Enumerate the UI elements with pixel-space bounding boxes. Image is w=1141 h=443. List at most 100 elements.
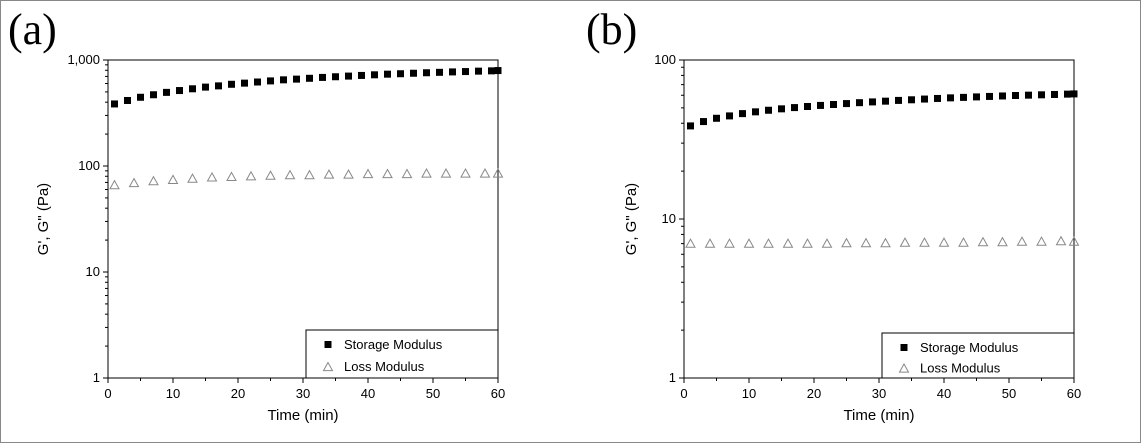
data-point-triangle [128, 177, 140, 188]
data-point-square [150, 91, 157, 99]
data-point-square [856, 99, 863, 107]
data-point-square [700, 118, 707, 126]
data-point-square [371, 71, 378, 79]
panel-label: (b) [586, 5, 637, 54]
data-point-triangle [685, 238, 696, 248]
data-point-triangle [148, 175, 159, 186]
series-loss-modulus [685, 235, 1080, 248]
data-point-triangle [802, 238, 813, 248]
data-point-square [293, 75, 300, 83]
x-tick-label: 20 [231, 386, 245, 401]
data-point-triangle [997, 236, 1008, 247]
data-point-square [1012, 92, 1019, 100]
data-point-square [765, 106, 772, 114]
data-point-square [1070, 90, 1078, 98]
data-point-square [189, 85, 196, 93]
data-point-square [124, 96, 131, 104]
data-point-square [449, 68, 456, 76]
data-point-square [475, 67, 482, 75]
data-point-triangle [977, 236, 989, 247]
data-point-triangle [265, 170, 276, 180]
data-point-triangle [323, 169, 335, 179]
data-point-square [488, 67, 495, 75]
data-point-square [241, 79, 248, 87]
data-point-square [817, 101, 824, 109]
x-tick-label: 50 [1002, 386, 1016, 401]
x-tick-label: 40 [937, 386, 951, 401]
data-point-triangle [704, 238, 716, 248]
y-tick-label: 100 [654, 52, 676, 67]
x-tick-label: 0 [680, 386, 687, 401]
legend-label: Storage Modulus [344, 337, 443, 352]
data-point-triangle [880, 237, 891, 248]
y-axis-title: G', G" (Pa) [623, 183, 640, 255]
data-point-square [176, 87, 183, 95]
data-point-triangle [109, 179, 120, 190]
data-point-triangle [743, 238, 755, 248]
data-point-triangle [382, 168, 393, 179]
data-point-square [228, 80, 235, 88]
x-tick-label: 50 [426, 386, 440, 401]
legend: Storage Modulus Loss Modulus [881, 332, 1075, 379]
data-point-square [1025, 91, 1032, 99]
data-point-triangle [1016, 236, 1028, 246]
data-point-square [1051, 90, 1058, 98]
data-point-triangle [763, 238, 774, 248]
data-point-triangle [492, 167, 504, 178]
data-point-triangle [782, 238, 794, 248]
panel-a: (a) 0 10 20 30 40 50 60 1 10 100 1,000 Time (min) G',… [8, 5, 505, 424]
data-point-square [791, 104, 798, 112]
x-tick-label: 10 [742, 386, 756, 401]
panel-b: (b) 0 10 20 30 40 50 60 1 10 100 Time (min) G', G" (… [586, 5, 1081, 424]
data-point-square [163, 88, 170, 96]
data-point-square [726, 112, 733, 120]
plot-frame [683, 59, 1075, 379]
data-point-square [895, 96, 902, 104]
data-point-square [267, 77, 274, 85]
data-point-square [410, 69, 417, 77]
y-axis-title: G', G" (Pa) [35, 183, 52, 255]
data-point-triangle [899, 237, 911, 247]
legend-label: Storage Modulus [920, 340, 1019, 355]
y-tick-label: 100 [78, 158, 100, 173]
x-tick-label: 30 [296, 386, 310, 401]
data-point-triangle [1036, 236, 1047, 246]
data-point-square [830, 100, 837, 108]
data-point-square [1064, 90, 1071, 98]
data-point-triangle [958, 237, 969, 247]
data-point-square [215, 82, 222, 90]
data-point-square [947, 94, 954, 102]
data-point-triangle [245, 170, 257, 181]
data-point-triangle [841, 237, 852, 248]
data-point-square [254, 78, 261, 86]
x-tick-label: 60 [491, 386, 505, 401]
legend-label: Loss Modulus [344, 359, 425, 374]
x-tick-label: 60 [1067, 386, 1081, 401]
y-tick-label: 10 [662, 211, 676, 226]
y-tick-label: 1 [93, 370, 100, 385]
legend: Storage Modulus Loss Modulus [305, 329, 499, 379]
data-point-triangle [206, 171, 218, 182]
data-point-triangle [1068, 236, 1080, 246]
panel-label: (a) [8, 5, 57, 54]
data-point-square [713, 114, 720, 122]
series-loss-modulus [109, 167, 504, 190]
data-point-square [778, 105, 785, 113]
x-tick-label: 0 [104, 386, 111, 401]
data-point-triangle [479, 167, 491, 178]
data-point-triangle [401, 168, 413, 179]
y-tick-label: 1 [669, 370, 676, 385]
data-point-triangle [187, 173, 198, 183]
x-tick-label: 20 [807, 386, 821, 401]
data-point-triangle [1055, 235, 1067, 246]
data-point-triangle [362, 168, 374, 179]
data-point-triangle [304, 169, 315, 180]
data-point-square [934, 94, 941, 102]
data-point-square [358, 71, 365, 79]
legend-marker-square [900, 344, 908, 351]
data-point-square [752, 108, 759, 116]
x-tick-label: 30 [872, 386, 886, 401]
data-point-square [137, 93, 144, 101]
data-point-square [687, 122, 694, 130]
